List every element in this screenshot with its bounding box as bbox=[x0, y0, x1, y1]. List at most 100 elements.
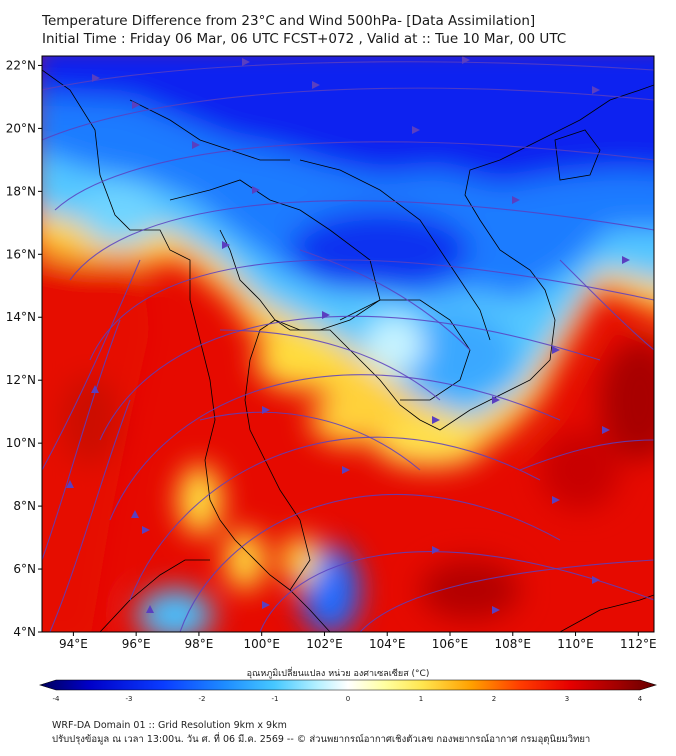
wind-arrow bbox=[91, 385, 99, 393]
title-line-1: Temperature Difference from 23°C and Win… bbox=[42, 13, 536, 29]
coastline-sumatra bbox=[99, 559, 210, 632]
coastline-hainan bbox=[554, 129, 601, 181]
footer-line-1: WRF-DA Domain 01 :: Grid Resolution 9km … bbox=[52, 720, 287, 731]
streamline-arrows bbox=[66, 56, 630, 614]
wind-arrow bbox=[552, 346, 560, 354]
streamline bbox=[259, 551, 654, 632]
streamline bbox=[199, 411, 421, 471]
temperature-field bbox=[42, 56, 654, 632]
colorbar-tick-label: 3 bbox=[565, 695, 569, 703]
border-laos-vietnam bbox=[299, 159, 491, 341]
plot-frame bbox=[41, 55, 655, 633]
streamline bbox=[299, 249, 471, 351]
wind-arrow bbox=[592, 576, 600, 584]
wind-arrow bbox=[132, 101, 140, 109]
streamline bbox=[99, 315, 601, 441]
wind-arrow bbox=[146, 605, 154, 613]
colorbar-caption: อุณหภูมิเปลี่ยนแปลง หน่วย องศาเซลเซียส (… bbox=[246, 669, 430, 679]
wind-arrow bbox=[242, 58, 250, 66]
wind-arrow bbox=[412, 126, 420, 134]
coastline-thai-peninsula bbox=[219, 84, 654, 591]
lat-tick-label: 14°N bbox=[6, 310, 36, 324]
colorbar-bar bbox=[38, 679, 658, 691]
footer: WRF-DA Domain 01 :: Grid Resolution 9km … bbox=[52, 719, 590, 747]
lat-tick-label: 12°N bbox=[6, 373, 36, 387]
lon-tick-label: 110°E bbox=[557, 637, 594, 651]
wind-arrow bbox=[142, 526, 150, 534]
border-myanmar-china bbox=[129, 99, 290, 161]
streamline bbox=[219, 329, 441, 401]
lon-tick-label: 108°E bbox=[495, 637, 532, 651]
wind-arrow bbox=[66, 480, 74, 488]
colorbar-tick-label: 1 bbox=[419, 695, 423, 703]
streamline bbox=[89, 259, 654, 361]
latitude-axis: 22°N 20°N 18°N 16°N 14°N 12°N 10°N 8°N 6°N 4°N bbox=[6, 58, 42, 639]
lon-tick-label: 100°E bbox=[243, 637, 280, 651]
lat-tick-label: 18°N bbox=[6, 184, 36, 198]
title-line-2: Initial Time : Friday 06 Mar, 06 UTC FCS… bbox=[42, 31, 567, 47]
lat-tick-label: 20°N bbox=[6, 121, 36, 135]
longitude-axis: 94°E 96°E 98°E 100°E 102°E 104°E 106°E 108°E 110… bbox=[59, 632, 657, 651]
streamline bbox=[42, 61, 654, 91]
streamline bbox=[42, 259, 141, 471]
wind-arrow bbox=[512, 196, 520, 204]
wind-arrow bbox=[312, 81, 320, 89]
streamline bbox=[559, 259, 654, 351]
streamline bbox=[129, 436, 541, 601]
wind-arrow bbox=[622, 256, 630, 264]
coastlines bbox=[42, 69, 654, 632]
chart-title: Temperature Difference from 23°C and Win… bbox=[42, 12, 566, 48]
border-cambodia bbox=[339, 299, 471, 401]
lat-tick-label: 8°N bbox=[13, 499, 36, 513]
streamline bbox=[42, 319, 121, 561]
lon-tick-label: 94°E bbox=[59, 637, 88, 651]
streamline bbox=[179, 493, 561, 632]
colorbar-tick-label: 0 bbox=[346, 695, 350, 703]
wind-arrow bbox=[192, 141, 200, 149]
wind-arrow bbox=[92, 74, 100, 82]
wind-arrow bbox=[131, 510, 139, 518]
colorbar-tick-label: -1 bbox=[272, 695, 279, 703]
lon-tick-label: 96°E bbox=[122, 637, 151, 651]
wind-arrow bbox=[432, 416, 440, 424]
lon-tick-label: 104°E bbox=[369, 637, 406, 651]
lat-tick-label: 16°N bbox=[6, 247, 36, 261]
coastline-myanmar-west bbox=[42, 69, 221, 521]
colorbar-tick-label: 2 bbox=[492, 695, 496, 703]
wind-arrow bbox=[432, 546, 440, 554]
wind-arrow bbox=[262, 601, 270, 609]
lat-tick-label: 10°N bbox=[6, 436, 36, 450]
streamline bbox=[359, 559, 654, 632]
colorbar-tick-label: 4 bbox=[638, 695, 643, 703]
wind-arrow bbox=[602, 426, 610, 434]
lat-tick-label: 4°N bbox=[13, 625, 36, 639]
colorbar-tick-label: -3 bbox=[126, 695, 133, 703]
streamline bbox=[49, 399, 131, 632]
lon-tick-label: 106°E bbox=[432, 637, 469, 651]
wind-arrow bbox=[222, 241, 230, 249]
coastline-malaysia bbox=[289, 589, 331, 632]
lon-tick-label: 98°E bbox=[184, 637, 213, 651]
wind-arrow bbox=[592, 86, 600, 94]
wind-arrow bbox=[462, 56, 470, 64]
colorbar-tick-label: -2 bbox=[199, 695, 206, 703]
lon-tick-label: 112°E bbox=[620, 637, 657, 651]
footer-line-2: ปรับปรุงข้อมูล ณ เวลา 13:00น. วัน ศ. ที่… bbox=[52, 734, 591, 745]
colorbar-tick-label: -4 bbox=[53, 695, 61, 703]
lat-tick-label: 6°N bbox=[13, 562, 36, 576]
wind-arrow bbox=[252, 186, 260, 194]
wind-arrow bbox=[342, 466, 350, 474]
streamline bbox=[519, 439, 654, 471]
wind-arrow bbox=[322, 311, 330, 319]
lat-tick-label: 22°N bbox=[6, 58, 36, 72]
streamline bbox=[54, 141, 654, 211]
wind-arrow bbox=[262, 406, 270, 414]
streamline bbox=[42, 87, 654, 141]
streamline bbox=[69, 200, 654, 281]
colorbar-ticks: -4 -3 -2 -1 0 1 2 3 4 bbox=[53, 695, 643, 703]
wind-arrow bbox=[492, 606, 500, 614]
wind-streamlines bbox=[42, 61, 654, 632]
wind-arrow bbox=[552, 496, 560, 504]
lon-tick-label: 102°E bbox=[306, 637, 343, 651]
